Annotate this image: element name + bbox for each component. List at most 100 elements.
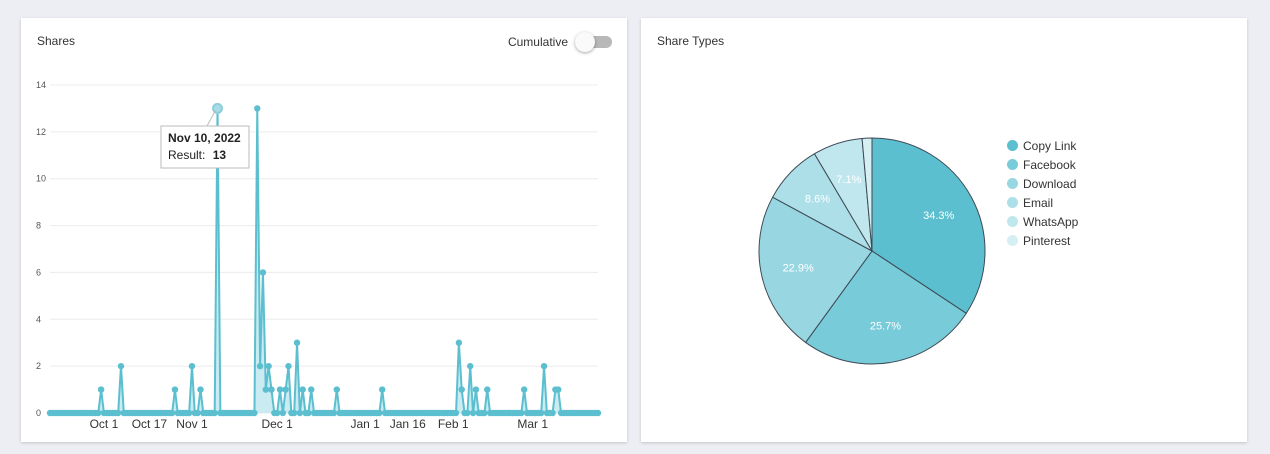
data-point[interactable]: [538, 409, 545, 417]
x-tick-label: Dec 1: [261, 417, 293, 431]
data-point[interactable]: [279, 409, 287, 417]
data-point[interactable]: [469, 409, 477, 417]
data-point[interactable]: [259, 269, 267, 276]
share-types-pie-chart[interactable]: 34.3% 25.7% 22.9% 8.6% 7.1%: [641, 18, 1247, 442]
data-point[interactable]: [464, 409, 471, 417]
x-tick-label: Oct 1: [90, 417, 119, 431]
data-point[interactable]: [197, 386, 204, 393]
tooltip-result: Result: 13: [168, 148, 226, 162]
data-point[interactable]: [251, 409, 258, 417]
y-tick-label: 0: [36, 408, 41, 418]
data-point[interactable]: [549, 409, 556, 417]
data-point[interactable]: [171, 386, 179, 393]
y-tick-label: 8: [36, 221, 41, 231]
pie-slice[interactable]: [861, 137, 873, 252]
data-point[interactable]: [273, 409, 281, 417]
legend-item[interactable]: Email: [1007, 193, 1078, 212]
data-point[interactable]: [458, 386, 465, 393]
legend-item[interactable]: Download: [1007, 174, 1078, 193]
data-point[interactable]: [379, 386, 386, 393]
legend-swatch: [1007, 197, 1018, 208]
tooltip-result-value: 13: [213, 148, 227, 162]
x-tick-label: Jan 1: [350, 417, 380, 431]
data-point[interactable]: [256, 362, 264, 370]
legend-item[interactable]: WhatsApp: [1007, 212, 1078, 231]
data-point[interactable]: [290, 409, 298, 417]
y-tick-label: 10: [36, 174, 46, 184]
data-point[interactable]: [194, 409, 201, 417]
shares-data-points: [46, 102, 602, 417]
y-axis-ticks: 0 2 4 6 8 10 12 14: [36, 80, 46, 418]
legend-swatch: [1007, 216, 1018, 227]
data-point[interactable]: [484, 386, 491, 393]
data-point[interactable]: [293, 339, 301, 346]
data-point[interactable]: [276, 386, 284, 393]
data-point[interactable]: [296, 409, 304, 417]
data-point[interactable]: [268, 386, 275, 393]
pie-slice-label: 8.6%: [805, 193, 830, 205]
data-point[interactable]: [262, 386, 269, 393]
data-point[interactable]: [330, 409, 338, 417]
x-tick-label: Oct 17: [132, 417, 168, 431]
x-axis-ticks: Oct 1 Oct 17 Nov 1 Dec 1 Jan 1 Jan 16 Feb 1 Mar…: [90, 417, 549, 431]
legend-item[interactable]: Facebook: [1007, 155, 1078, 174]
data-point[interactable]: [481, 409, 488, 417]
data-point[interactable]: [467, 362, 474, 370]
legend-label: Email: [1023, 195, 1054, 210]
shares-title: Shares: [37, 34, 76, 48]
data-point[interactable]: [117, 362, 125, 370]
y-tick-label: 6: [36, 267, 41, 277]
data-point[interactable]: [254, 105, 261, 112]
chart-tooltip: Nov 10, 2022 Result: 13: [160, 110, 250, 169]
data-point[interactable]: [282, 386, 289, 393]
data-point[interactable]: [333, 386, 340, 393]
data-point[interactable]: [188, 362, 196, 370]
data-point[interactable]: [168, 409, 176, 417]
data-point[interactable]: [520, 386, 528, 393]
legend-item[interactable]: Copy Link: [1007, 136, 1078, 155]
y-tick-label: 2: [36, 361, 41, 371]
data-point[interactable]: [376, 409, 383, 417]
data-point[interactable]: [305, 409, 312, 417]
y-tick-label: 14: [36, 80, 46, 90]
shares-panel: Shares Cumulative 0 2 4 6 8 10 12 14 Oct 1 Oct 1…: [21, 18, 627, 442]
y-gridlines: [50, 84, 598, 414]
cumulative-switch-knob[interactable]: [575, 32, 595, 52]
data-point[interactable]: [540, 362, 548, 370]
data-point[interactable]: [211, 409, 218, 417]
x-tick-label: Feb 1: [438, 417, 469, 431]
pie-slice-label: 25.7%: [870, 320, 901, 332]
shares-area-fill: [50, 108, 598, 414]
tooltip-pointer-line: [206, 110, 216, 127]
pie-legend: Copy Link Facebook Download Email WhatsApp Pi…: [1007, 136, 1078, 250]
pie-slice-label: 34.3%: [923, 210, 954, 222]
data-point[interactable]: [555, 386, 562, 393]
pie-slice[interactable]: [804, 250, 967, 365]
data-point[interactable]: [114, 409, 122, 417]
legend-swatch: [1007, 178, 1018, 189]
data-point[interactable]: [594, 409, 602, 417]
shares-line-chart[interactable]: 0 2 4 6 8 10 12 14 Oct 1 Oct 17 Nov 1 Dec 1 Jan 1 Ja…: [21, 18, 627, 442]
x-tick-label: Mar 1: [517, 417, 548, 431]
data-point[interactable]: [97, 386, 105, 393]
data-point[interactable]: [308, 386, 315, 393]
data-point[interactable]: [472, 386, 480, 393]
pie-slice[interactable]: [758, 196, 873, 344]
legend-item[interactable]: Pinterest: [1007, 231, 1078, 250]
data-point[interactable]: [185, 409, 193, 417]
legend-swatch: [1007, 159, 1018, 170]
legend-label: WhatsApp: [1023, 214, 1079, 229]
share-types-title: Share Types: [657, 34, 725, 48]
tooltip-date: Nov 10, 2022: [168, 131, 241, 145]
data-point[interactable]: [285, 362, 292, 370]
data-point[interactable]: [452, 409, 460, 417]
cumulative-toggle[interactable]: Cumulative: [508, 32, 612, 52]
data-point[interactable]: [95, 409, 102, 417]
data-point[interactable]: [299, 386, 306, 393]
cumulative-switch-track[interactable]: [575, 32, 612, 52]
data-point[interactable]: [455, 339, 463, 346]
tooltip-result-label: Result:: [168, 148, 205, 162]
legend-label: Download: [1023, 176, 1077, 191]
data-point[interactable]: [265, 362, 272, 370]
data-point[interactable]: [518, 409, 525, 417]
